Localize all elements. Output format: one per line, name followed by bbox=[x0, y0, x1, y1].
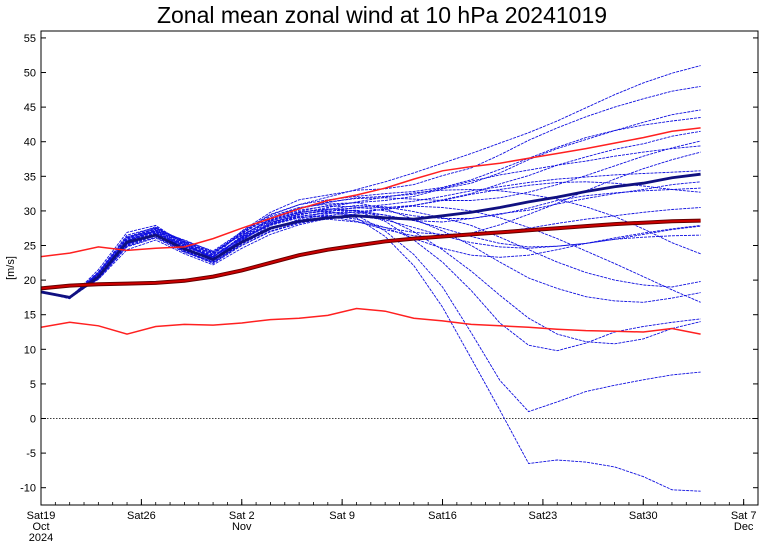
ensemble-member-line-19 bbox=[41, 170, 701, 299]
ensemble-member-line-16 bbox=[41, 210, 701, 492]
x-tick-label: Sat 9 bbox=[329, 510, 355, 522]
x-tick-label: 2024 bbox=[29, 532, 53, 544]
ensemble-member-line-21 bbox=[41, 151, 701, 298]
y-tick-label: 10 bbox=[24, 344, 36, 356]
climatology-max-line bbox=[41, 127, 701, 258]
ensemble-member-line-27 bbox=[41, 140, 701, 298]
x-tick-label: Sat26 bbox=[127, 510, 156, 522]
y-tick-label: 45 bbox=[24, 102, 36, 114]
x-tick-label: Sat16 bbox=[428, 510, 457, 522]
climatology-mean-line bbox=[41, 219, 701, 290]
x-tick-label: Dec bbox=[734, 521, 754, 533]
chart-title: Zonal mean zonal wind at 10 hPa 20241019 bbox=[156, 2, 608, 28]
x-tick-label: Sat30 bbox=[629, 510, 658, 522]
ensemble-member-line-6 bbox=[41, 130, 701, 298]
plot-frame bbox=[40, 30, 759, 506]
ensemble-member-line-26 bbox=[41, 205, 701, 303]
y-tick-label: 0 bbox=[30, 414, 36, 426]
x-tick-label: Nov bbox=[232, 521, 252, 533]
ensemble-member-line-23 bbox=[41, 117, 701, 298]
ensemble-member-line-14 bbox=[41, 208, 701, 352]
ensemble-member-line-4 bbox=[41, 85, 701, 299]
x-tick-label: Oct bbox=[32, 521, 49, 533]
ensemble-member-line-18 bbox=[41, 65, 701, 298]
x-tick-label: Sat 7 bbox=[731, 510, 757, 522]
ensemble-member-line-5 bbox=[41, 109, 701, 298]
climatology-mean-outline bbox=[41, 218, 701, 291]
ensemble-member-line-9 bbox=[41, 145, 701, 299]
ensemble-member-line-25 bbox=[41, 181, 701, 299]
y-tick-label: -5 bbox=[26, 448, 36, 460]
y-tick-label: 55 bbox=[24, 33, 36, 45]
x-tick-label: Sat19 bbox=[27, 510, 56, 522]
y-tick-label: 40 bbox=[24, 137, 36, 149]
x-tick-label: Sat23 bbox=[529, 510, 558, 522]
y-tick-label: 20 bbox=[24, 275, 36, 287]
ensemble-member-line-20 bbox=[41, 187, 701, 298]
y-axis-label: [m/s] bbox=[5, 256, 17, 280]
ensemble-mean-line bbox=[41, 172, 701, 299]
y-tick-label: 30 bbox=[24, 206, 36, 218]
ensemble-member-line-24 bbox=[41, 211, 701, 298]
y-tick-label: 5 bbox=[30, 379, 36, 391]
y-tick-label: 15 bbox=[24, 310, 36, 322]
y-tick-label: 50 bbox=[24, 68, 36, 80]
y-tick-label: 35 bbox=[24, 171, 36, 183]
x-tick-label: Sat 2 bbox=[229, 510, 255, 522]
y-tick-label: 25 bbox=[24, 241, 36, 253]
climatology-min-line bbox=[41, 307, 701, 335]
y-tick-label: -10 bbox=[20, 483, 36, 495]
